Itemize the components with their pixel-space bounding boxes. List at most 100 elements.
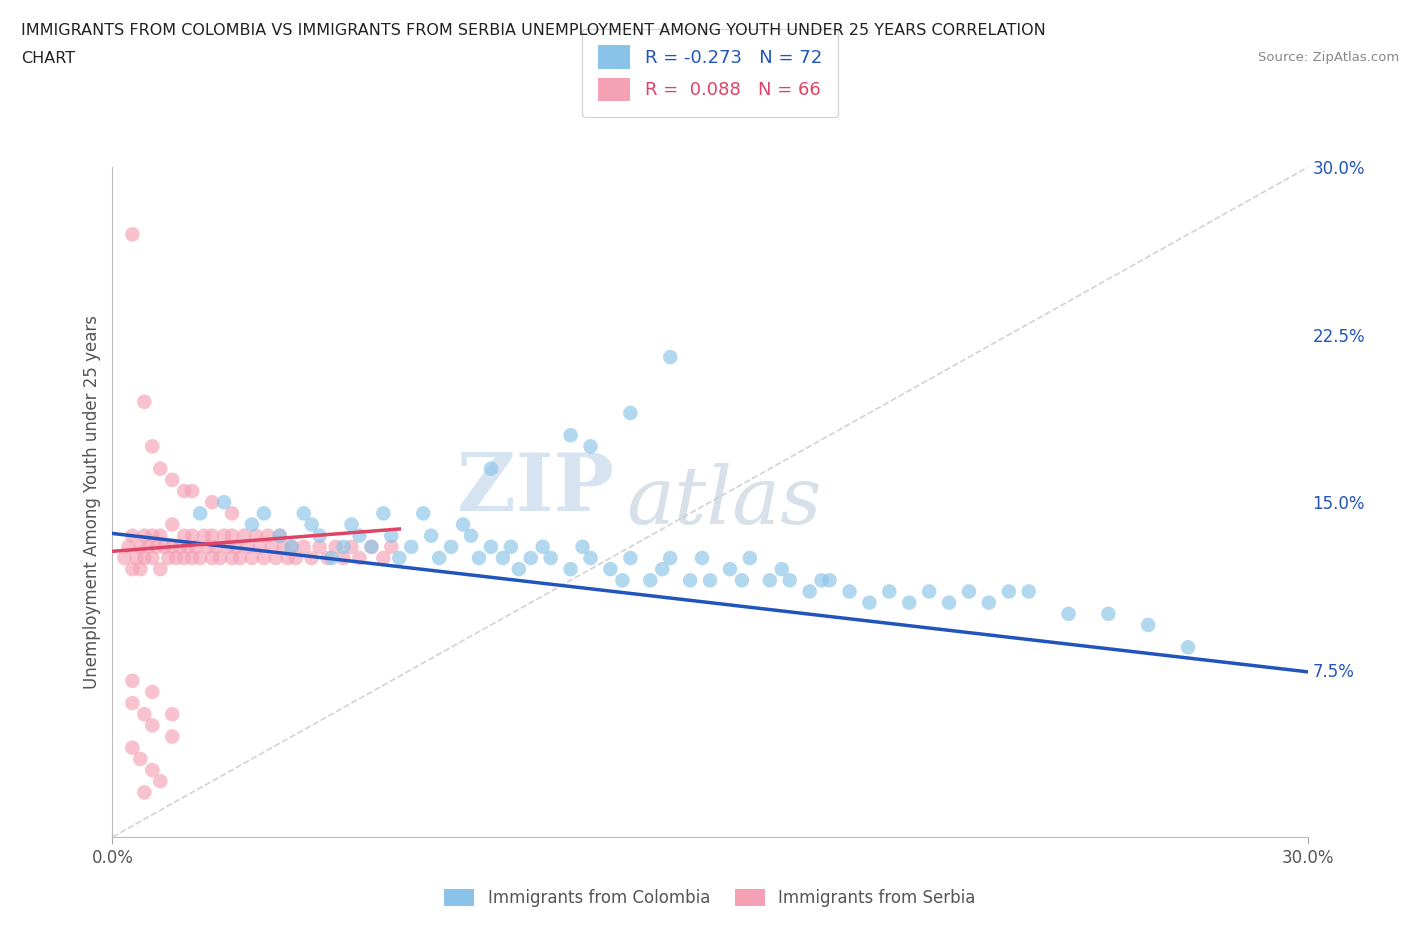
Point — [420, 528, 443, 543]
Point — [957, 584, 980, 599]
Point — [117, 539, 139, 554]
Point — [427, 551, 450, 565]
Point — [253, 551, 276, 565]
Point — [188, 506, 211, 521]
Point — [149, 774, 172, 789]
Point — [659, 350, 682, 365]
Point — [388, 551, 411, 565]
Point — [212, 495, 235, 510]
Point — [977, 595, 1000, 610]
Text: ZIP: ZIP — [457, 450, 614, 528]
Point — [718, 562, 741, 577]
Point — [349, 528, 371, 543]
Point — [181, 484, 204, 498]
Point — [1137, 618, 1160, 632]
Point — [149, 562, 172, 577]
Point — [121, 528, 143, 543]
Point — [292, 506, 315, 521]
Point — [619, 405, 641, 420]
Point — [531, 539, 554, 554]
Point — [277, 551, 299, 565]
Point — [225, 539, 247, 554]
Point — [134, 528, 156, 543]
Point — [401, 539, 423, 554]
Point — [169, 539, 191, 554]
Point — [162, 539, 183, 554]
Point — [877, 584, 900, 599]
Point — [731, 573, 754, 588]
Point — [659, 551, 682, 565]
Point — [157, 551, 180, 565]
Text: atlas: atlas — [626, 463, 821, 541]
Point — [599, 562, 621, 577]
Point — [162, 729, 183, 744]
Point — [121, 227, 143, 242]
Point — [281, 539, 304, 554]
Point — [145, 539, 167, 554]
Point — [810, 573, 832, 588]
Point — [125, 551, 148, 565]
Point — [332, 551, 354, 565]
Point — [799, 584, 821, 599]
Point — [818, 573, 841, 588]
Point — [579, 439, 602, 454]
Point — [201, 551, 224, 565]
Point — [998, 584, 1021, 599]
Point — [253, 506, 276, 521]
Legend: Immigrants from Colombia, Immigrants from Serbia: Immigrants from Colombia, Immigrants fro… — [436, 881, 984, 916]
Point — [349, 551, 371, 565]
Point — [212, 528, 235, 543]
Point — [193, 528, 215, 543]
Point — [301, 517, 323, 532]
Point — [162, 707, 183, 722]
Point — [201, 528, 224, 543]
Point — [321, 551, 343, 565]
Point — [332, 539, 354, 554]
Point — [651, 562, 673, 577]
Point — [308, 528, 330, 543]
Point — [281, 539, 304, 554]
Point — [129, 751, 152, 766]
Text: Source: ZipAtlas.com: Source: ZipAtlas.com — [1258, 51, 1399, 64]
Point — [186, 539, 208, 554]
Point — [273, 539, 295, 554]
Point — [360, 539, 382, 554]
Point — [205, 539, 228, 554]
Point — [221, 528, 243, 543]
Point — [121, 562, 143, 577]
Point — [257, 528, 280, 543]
Point — [134, 394, 156, 409]
Point — [165, 551, 187, 565]
Point — [264, 551, 287, 565]
Point — [149, 528, 172, 543]
Point — [149, 461, 172, 476]
Point — [141, 718, 163, 733]
Point — [373, 551, 395, 565]
Point — [121, 696, 143, 711]
Point — [1097, 606, 1119, 621]
Point — [240, 517, 263, 532]
Point — [141, 528, 163, 543]
Point — [540, 551, 562, 565]
Point — [340, 539, 363, 554]
Point — [121, 740, 143, 755]
Point — [699, 573, 721, 588]
Point — [440, 539, 463, 554]
Point — [492, 551, 515, 565]
Point — [479, 539, 502, 554]
Point — [308, 539, 330, 554]
Point — [579, 551, 602, 565]
Point — [325, 539, 347, 554]
Point — [858, 595, 880, 610]
Point — [380, 539, 402, 554]
Point — [208, 551, 231, 565]
Text: IMMIGRANTS FROM COLOMBIA VS IMMIGRANTS FROM SERBIA UNEMPLOYMENT AMONG YOUTH UNDE: IMMIGRANTS FROM COLOMBIA VS IMMIGRANTS F… — [21, 23, 1046, 38]
Point — [181, 551, 204, 565]
Point — [380, 528, 402, 543]
Point — [260, 539, 283, 554]
Point — [188, 551, 211, 565]
Point — [197, 539, 219, 554]
Point — [1177, 640, 1199, 655]
Point — [221, 551, 243, 565]
Point — [619, 551, 641, 565]
